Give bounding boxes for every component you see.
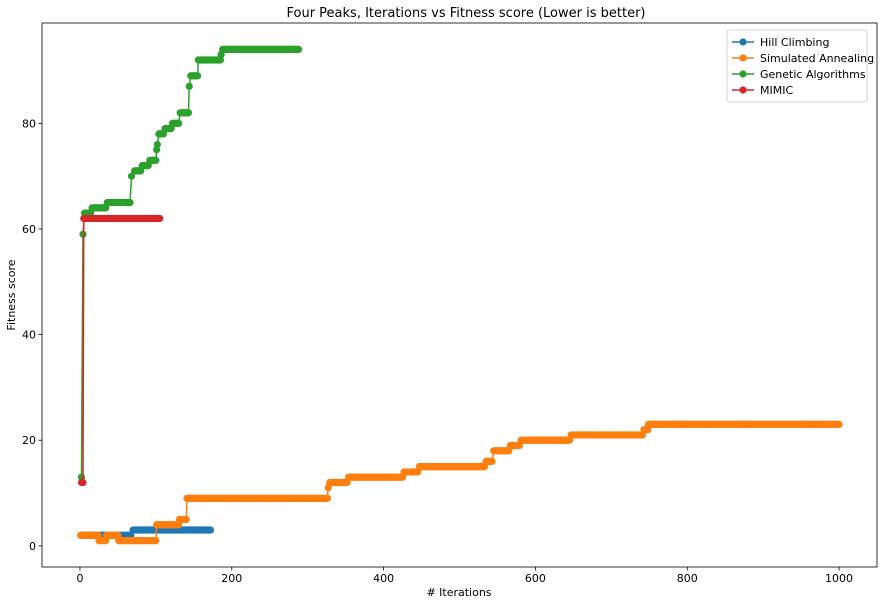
data-point (185, 82, 193, 90)
chart-title: Four Peaks, Iterations vs Fitness score … (287, 6, 646, 21)
data-point (182, 515, 190, 524)
series-simulated-annealing (77, 420, 843, 545)
data-point (156, 214, 164, 223)
data-point (153, 140, 161, 149)
data-point (206, 526, 215, 534)
data-point (184, 109, 193, 117)
data-point (126, 198, 134, 207)
x-tick-label: 400 (373, 572, 394, 585)
legend-marker (739, 38, 747, 46)
legend-item: Genetic Algorithms (732, 68, 866, 81)
axes: 0 200 400 600 800 1000 0 20 40 60 80 (22, 22, 878, 585)
legend-label: MIMIC (760, 84, 793, 97)
y-tick-label: 0 (29, 540, 36, 553)
series-mimic (77, 214, 164, 487)
legend-marker (739, 86, 747, 94)
x-tick-label: 0 (76, 572, 83, 585)
plot-area (77, 45, 843, 545)
y-axis-label: Fitness score (5, 259, 18, 330)
x-tick-label: 1000 (825, 572, 853, 585)
axes-frame (41, 22, 878, 568)
legend-box (726, 29, 868, 103)
y-tick-label: 80 (22, 117, 36, 130)
legend-marker (739, 70, 747, 78)
x-tick-label: 600 (525, 572, 546, 585)
legend-item: Simulated Annealing (732, 52, 874, 65)
data-point (294, 45, 303, 54)
data-point (127, 172, 136, 180)
y-tick-label: 60 (22, 223, 36, 236)
legend-label: Hill Climbing (760, 36, 829, 49)
legend-label: Simulated Annealing (760, 52, 874, 65)
legend-item: MIMIC (732, 84, 793, 97)
x-tick-label: 200 (221, 572, 242, 585)
legend-marker (739, 54, 747, 62)
data-point (488, 457, 496, 465)
x-tick-label: 800 (677, 572, 698, 585)
series-genetic-algorithms (77, 45, 303, 481)
y-tick-label: 20 (22, 434, 36, 447)
legend-item: Hill Climbing (732, 36, 829, 49)
data-point (323, 494, 332, 502)
data-point (79, 478, 87, 487)
data-point (216, 56, 224, 64)
data-point (152, 536, 160, 545)
data-point (835, 420, 843, 428)
data-point (153, 146, 161, 154)
legend: Hill Climbing Simulated Annealing Genetic … (726, 29, 874, 103)
x-axis-label: # Iterations (426, 586, 491, 599)
y-tick-label: 40 (22, 329, 36, 342)
data-point (194, 72, 202, 80)
data-point (152, 156, 160, 164)
data-point (175, 119, 183, 127)
legend-label: Genetic Algorithms (760, 68, 866, 81)
